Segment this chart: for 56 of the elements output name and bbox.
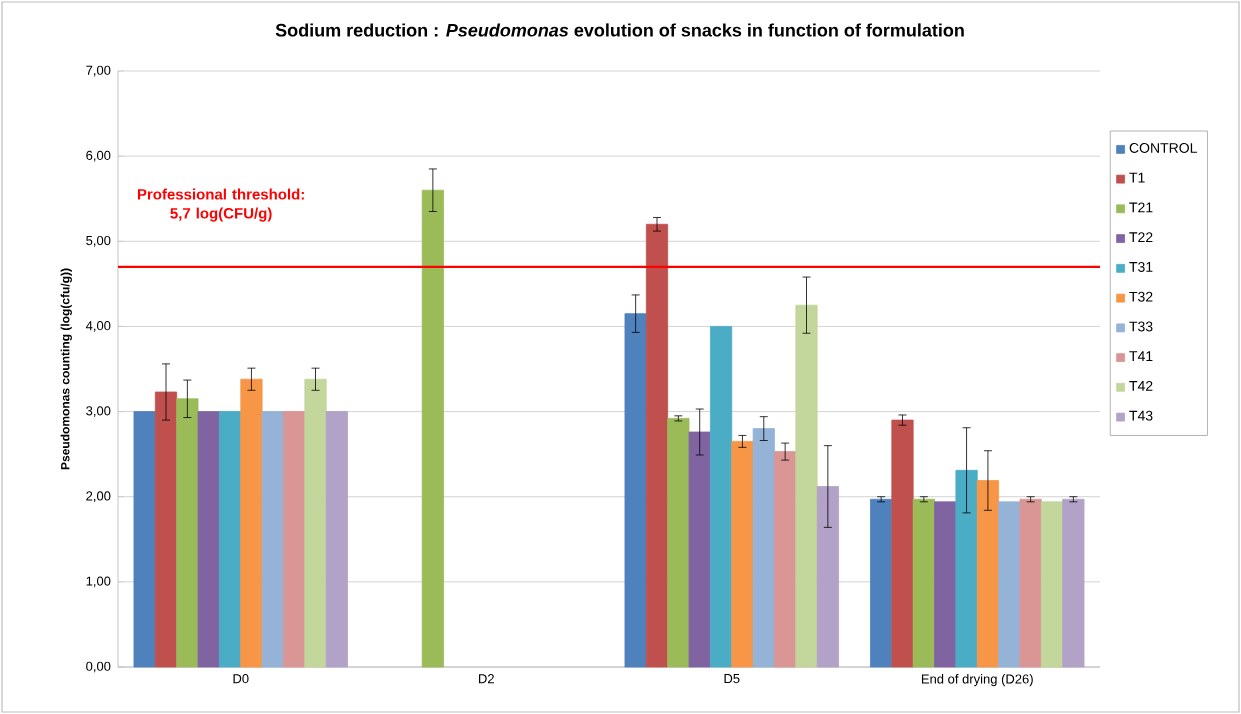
- bar: [1019, 498, 1042, 668]
- bar: [624, 313, 647, 668]
- bar: [240, 378, 263, 668]
- x-tick-label: D5: [724, 674, 740, 684]
- bar: [283, 411, 306, 668]
- bar: [304, 378, 327, 668]
- x-tick-label: End of drying (D26): [921, 674, 1033, 687]
- y-tick-label: 4,00: [85, 321, 111, 332]
- bar: [219, 411, 242, 668]
- bar: [891, 419, 914, 668]
- bar: [1062, 498, 1085, 668]
- legend-label: T1: [1129, 172, 1145, 183]
- x-tick-label: D2: [479, 674, 494, 684]
- bar: [197, 411, 220, 668]
- bar: [667, 417, 690, 668]
- bar: [731, 440, 754, 668]
- bar: [912, 498, 935, 668]
- annotation: Professional threshold: 5,7 log(CFU/g): [137, 188, 304, 222]
- bar: [816, 486, 839, 668]
- bar: [421, 189, 444, 668]
- bar: [934, 501, 957, 668]
- legend-label: T21: [1129, 202, 1153, 213]
- bar: [154, 391, 178, 668]
- y-tick-label: 5,00: [86, 235, 111, 247]
- legend-label: T33: [1129, 321, 1153, 332]
- bar: [955, 469, 978, 668]
- bar: [774, 451, 797, 668]
- y-tick-label: 2,00: [86, 491, 111, 503]
- y-tick-label: 6,00: [86, 150, 111, 162]
- bar: [752, 428, 775, 668]
- bar: [645, 223, 669, 668]
- legend-label: CONTROL: [1129, 143, 1197, 153]
- bar: [976, 480, 1000, 668]
- bar: [133, 411, 156, 668]
- y-tick-label: 7,00: [86, 65, 111, 77]
- legend-label: T41: [1129, 351, 1153, 361]
- legend-label: T32: [1129, 291, 1153, 302]
- bar: [325, 411, 348, 668]
- y-tick-label: 0,00: [86, 661, 111, 673]
- bar: [261, 411, 284, 668]
- bar: [710, 326, 733, 668]
- bar: [870, 498, 893, 668]
- legend-label: T42: [1129, 380, 1153, 391]
- y-axis-title: Pseudomonas counting (log(cfu/g)): [60, 268, 72, 470]
- bar: [795, 304, 818, 668]
- legend-label: T22: [1129, 232, 1153, 242]
- bar: [998, 501, 1021, 668]
- bar: [1040, 501, 1064, 668]
- legend-label: T31: [1129, 262, 1153, 272]
- y-tick-label: 3,00: [86, 406, 111, 417]
- legend-label: T43: [1129, 410, 1153, 421]
- x-tick-label: D0: [233, 674, 249, 684]
- y-tick-label: 1,00: [86, 576, 111, 588]
- chart-title: Sodium reduction : Pseudomonas evolution of snacks in function of formulation: [275, 23, 964, 37]
- bar: [688, 431, 711, 668]
- bar: [176, 398, 199, 668]
